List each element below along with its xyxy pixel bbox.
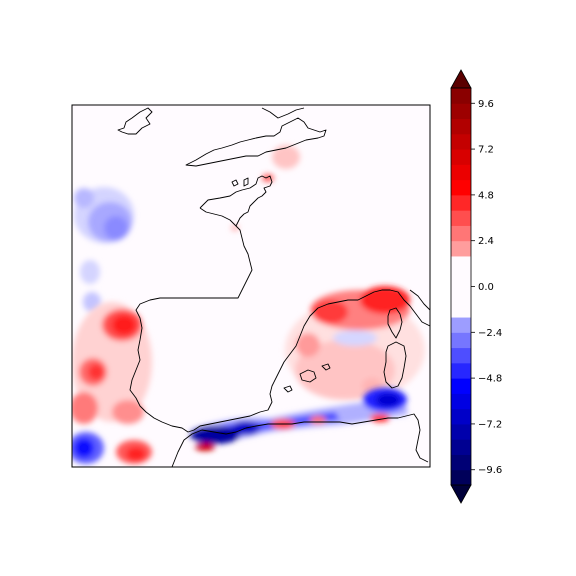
coast-brittany: [199, 207, 237, 227]
colorbar-band: [451, 118, 471, 135]
colorbar-band: [451, 362, 471, 379]
coast-britain-north: [261, 107, 305, 119]
colorbar-tick-label: −7.2: [478, 419, 502, 430]
colorbar-band: [451, 301, 471, 318]
coast-corsica: [387, 307, 403, 339]
colorbar-extend-max: [450, 69, 472, 89]
colorbar-band: [451, 317, 471, 333]
coastlines: [117, 107, 430, 467]
map-frame: [71, 104, 431, 468]
colorbar-band: [451, 408, 471, 425]
coast-north-africa: [171, 413, 429, 467]
coast-ibiza: [283, 385, 293, 393]
colorbar-band: [451, 164, 471, 181]
colorbar-tick-label: 0.0: [478, 282, 494, 293]
map-panel: [71, 104, 431, 468]
colorbar-tick-label: 9.6: [478, 99, 494, 110]
colorbar-band: [451, 210, 471, 226]
coast-mallorca: [299, 369, 317, 383]
anomaly-mediterranean: [285, 286, 425, 400]
colorbar-tick-label: 2.4: [478, 236, 494, 247]
colorbar-band: [451, 454, 471, 471]
coast-italy: [409, 289, 430, 311]
anomaly-negative-atlantic-north: [74, 187, 134, 312]
colorbar-tick-label: 7.2: [478, 145, 494, 156]
coast-tiny-island: [243, 177, 249, 187]
coast-iberia-france: [129, 175, 430, 433]
colorbar-tick-label: 4.8: [478, 190, 494, 201]
colorbar-tick-label: −2.4: [478, 328, 502, 339]
colorbar-band: [451, 194, 471, 211]
colorbar-band: [451, 179, 471, 196]
colorbar-band: [451, 103, 471, 120]
anomaly-negative-atlantic-south: [72, 432, 104, 464]
colorbar-band: [451, 286, 471, 303]
colorbar-band: [451, 469, 471, 486]
colorbar-ticks: 9.6 7.2 4.8 2.4 0.0 −2.4 −4.8 −7.2 −9.6: [471, 99, 502, 476]
colorbar-tick-label: −9.6: [478, 465, 502, 476]
colorbar-band: [451, 149, 471, 165]
coast-sardinia: [383, 341, 407, 389]
colorbar-band: [451, 133, 471, 150]
coast-channel-islands: [231, 179, 239, 187]
colorbar-band: [451, 225, 471, 242]
colorbar-band: [451, 439, 471, 455]
anomaly-field: [72, 145, 425, 464]
colorbar-band: [451, 271, 471, 287]
colorbar-tick-label: −4.8: [478, 374, 502, 385]
colorbar-extend-min: [450, 484, 472, 504]
colorbar-bands: [451, 88, 471, 486]
colorbar-band: [451, 255, 471, 272]
coast-great-britain: [185, 117, 327, 167]
colorbar-band: [451, 240, 471, 257]
colorbar-band: [451, 378, 471, 394]
colorbar-band: [451, 88, 471, 104]
colorbar-band: [451, 423, 471, 440]
colorbar-band: [451, 347, 471, 364]
coast-minorca: [321, 363, 331, 371]
colorbar-band: [451, 393, 471, 410]
colorbar-band: [451, 332, 471, 349]
colorbar: 9.6 7.2 4.8 2.4 0.0 −2.4 −4.8 −7.2 −9.6: [450, 69, 502, 504]
coast-ireland: [117, 107, 153, 135]
